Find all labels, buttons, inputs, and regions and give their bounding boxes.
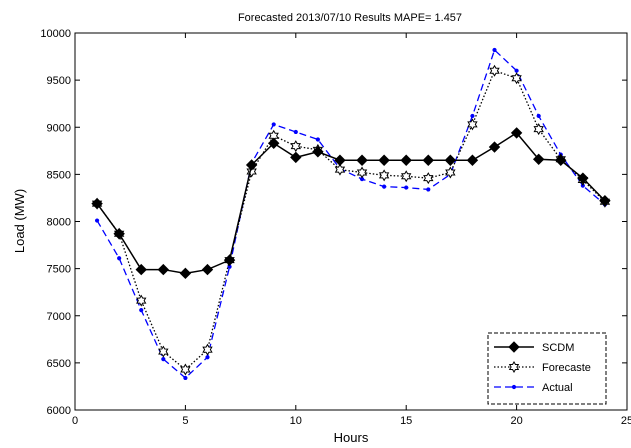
- data-point: [312, 146, 324, 158]
- x-tick-label: 10: [290, 415, 302, 427]
- data-point: [532, 153, 545, 166]
- series-scdm: [91, 127, 611, 280]
- data-point: [426, 187, 431, 192]
- data-point: [514, 68, 519, 73]
- data-point: [268, 137, 280, 149]
- data-point: [271, 122, 276, 127]
- legend-label: SCDM: [542, 342, 574, 354]
- data-point: [533, 123, 544, 136]
- data-point: [293, 129, 298, 135]
- y-tick-label: 6000: [47, 405, 71, 417]
- data-point: [356, 166, 368, 179]
- data-point: [444, 154, 457, 166]
- series-line: [96, 48, 606, 379]
- data-point: [401, 170, 412, 183]
- data-point: [382, 184, 387, 189]
- y-tick-label: 6500: [47, 358, 71, 370]
- data-point: [94, 218, 100, 223]
- data-point: [179, 267, 192, 280]
- y-tick-label: 10000: [40, 28, 71, 40]
- x-axis-title: Hours: [334, 430, 369, 445]
- y-tick-label: 8500: [47, 169, 71, 181]
- data-point: [223, 254, 236, 266]
- data-point: [136, 294, 147, 307]
- legend: SCDM Forecaste Actual: [487, 332, 607, 405]
- y-tick-label: 9500: [47, 75, 71, 87]
- legend-item: Forecaste: [494, 361, 591, 374]
- data-point: [183, 375, 188, 381]
- legend-label: Actual: [542, 382, 573, 394]
- data-point: [492, 47, 497, 53]
- data-point: [158, 345, 169, 358]
- data-point: [205, 355, 210, 360]
- data-point: [378, 169, 390, 182]
- legend-item: SCDM: [494, 341, 574, 354]
- y-tick-label: 9000: [47, 122, 71, 134]
- data-point: [290, 140, 301, 153]
- series-layer: [91, 47, 611, 381]
- data-point: [201, 263, 214, 276]
- data-point: [404, 185, 409, 190]
- data-point: [467, 118, 478, 131]
- data-point: [245, 159, 258, 171]
- y-tick-label: 7500: [47, 264, 71, 276]
- data-point: [139, 307, 144, 313]
- data-point: [113, 228, 125, 240]
- data-point: [508, 361, 520, 373]
- chart-title: Forecasted 2013/07/10 Results MAPE= 1.45…: [238, 12, 462, 24]
- legend-label: Forecaste: [542, 362, 591, 374]
- data-point: [157, 263, 170, 276]
- y-tick-label: 8000: [47, 217, 71, 229]
- x-tick-label: 25: [621, 415, 631, 427]
- data-point: [334, 163, 346, 176]
- y-tick-label: 7000: [47, 311, 71, 323]
- data-point: [202, 343, 213, 356]
- data-point: [315, 137, 320, 142]
- data-point: [488, 141, 501, 153]
- data-point: [135, 263, 147, 276]
- data-point: [511, 72, 522, 85]
- data-point: [378, 154, 390, 166]
- y-axis-title: Load (MW): [12, 189, 27, 253]
- data-point: [511, 384, 517, 390]
- legend-item: Actual: [494, 382, 573, 394]
- legend-box: [487, 332, 607, 405]
- data-point: [489, 64, 500, 77]
- data-point: [400, 154, 412, 166]
- data-point: [422, 154, 434, 166]
- data-point: [445, 166, 456, 179]
- x-tick-label: 0: [72, 415, 78, 427]
- data-point: [91, 197, 103, 210]
- data-point: [470, 113, 475, 119]
- data-point: [180, 363, 191, 376]
- data-point: [536, 113, 541, 119]
- data-point: [356, 154, 368, 166]
- x-tick-label: 5: [182, 415, 188, 427]
- data-point: [510, 127, 523, 139]
- x-tick-label: 15: [400, 415, 412, 427]
- data-point: [334, 154, 346, 166]
- data-point: [599, 195, 611, 207]
- data-point: [466, 154, 479, 166]
- data-point: [117, 256, 122, 261]
- data-point: [577, 172, 589, 184]
- data-point: [290, 151, 302, 164]
- data-point: [508, 341, 520, 353]
- x-tick-label: 20: [510, 415, 522, 427]
- data-point: [423, 172, 434, 185]
- data-point: [161, 357, 166, 362]
- axis-ticks: 0 5 10 15 20 25 6000 6500 7000 7500 8000 8500 9000 95…: [40, 28, 631, 427]
- data-point: [555, 154, 567, 166]
